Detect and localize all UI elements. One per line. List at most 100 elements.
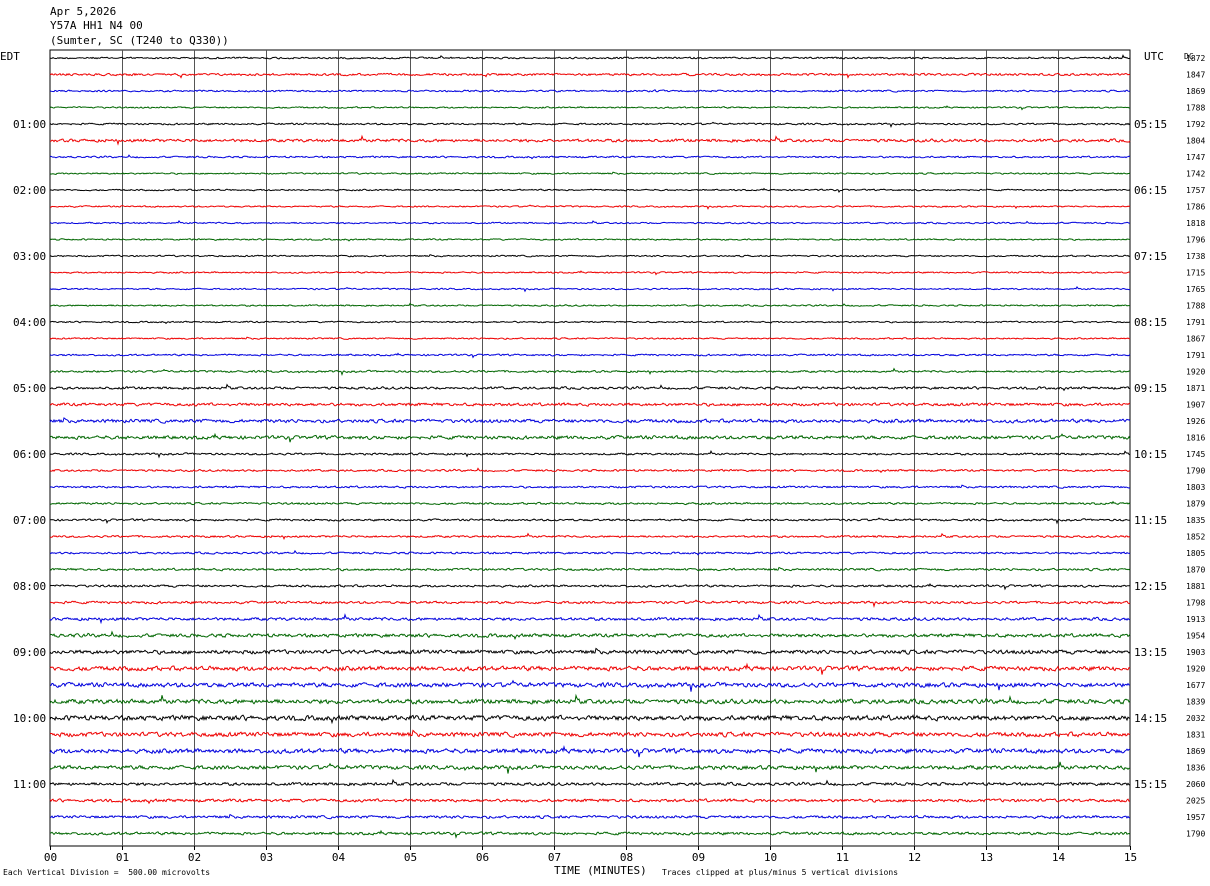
seismic-trace (49, 582, 1131, 591)
dc-offset-label: 1881 (1186, 582, 1205, 591)
dc-offset-label: 1788 (1186, 104, 1205, 113)
dc-offset-label: 2025 (1186, 797, 1205, 806)
x-tick-label: 02 (188, 851, 201, 864)
dc-offset-label: 1798 (1186, 599, 1205, 608)
seismic-trace (49, 467, 1131, 474)
dc-offset-label: 1869 (1186, 747, 1205, 756)
seismic-trace (49, 204, 1131, 210)
dc-offset-label: 1796 (1186, 236, 1205, 245)
seismic-trace (49, 517, 1131, 525)
dc-offset-label: 1757 (1186, 186, 1205, 195)
x-tick-label: 15 (1124, 851, 1137, 864)
x-tick-label: 03 (260, 851, 273, 864)
edt-hour-label: 09:00 (13, 646, 46, 659)
dc-offset-label: 1839 (1186, 698, 1205, 707)
dc-offset-label: 1765 (1186, 285, 1205, 294)
seismic-trace (49, 761, 1131, 774)
dc-offset-label: 1792 (1186, 120, 1205, 129)
x-tick-label: 04 (332, 851, 346, 864)
dc-offset-label: 1879 (1186, 500, 1205, 509)
seismic-trace (49, 532, 1131, 541)
seismic-trace (50, 813, 1131, 820)
seismic-trace (49, 729, 1131, 738)
seismic-trace (49, 549, 1131, 556)
edt-hour-label: 01:00 (13, 118, 46, 131)
dc-offset-label: 1816 (1186, 434, 1205, 443)
seismic-trace (49, 798, 1131, 805)
seismic-trace (49, 383, 1131, 392)
x-axis-title: TIME (MINUTES) (554, 864, 647, 877)
dc-offset-label: 1791 (1186, 318, 1205, 327)
dc-offset-label: 1818 (1186, 219, 1205, 228)
dc-offset-label: 1786 (1186, 203, 1205, 212)
dc-offset-label: 1871 (1186, 384, 1205, 393)
dc-offset-label: 1791 (1186, 351, 1205, 360)
edt-hour-label: 03:00 (13, 250, 46, 263)
seismic-trace (49, 187, 1131, 193)
seismic-trace (49, 89, 1131, 93)
utc-hour-label: 11:15 (1134, 514, 1167, 527)
dc-offset-label: 1677 (1186, 681, 1205, 690)
seismic-trace (49, 171, 1131, 175)
dc-offset-label: 1790 (1186, 467, 1205, 476)
x-tick-label: 09 (692, 851, 705, 864)
seismic-trace (50, 679, 1130, 692)
dc-offset-label: 1852 (1186, 533, 1205, 542)
seismic-trace (49, 599, 1131, 609)
dc-offset-label: 1926 (1186, 417, 1205, 426)
edt-hour-label: 05:00 (13, 382, 46, 395)
x-tick-label: 01 (116, 851, 129, 864)
seismic-trace (49, 778, 1131, 787)
x-tick-label: 14 (1052, 851, 1066, 864)
utc-axis-label: UTC (1144, 50, 1164, 63)
seismic-trace (49, 270, 1131, 276)
seismic-trace (49, 302, 1130, 307)
utc-hour-label: 05:15 (1134, 118, 1167, 131)
dc-offset-label: 1920 (1186, 368, 1205, 377)
seismic-trace (49, 352, 1131, 359)
dc-column-label: DC (1184, 52, 1194, 61)
dc-offset-label: 1869 (1186, 87, 1205, 96)
x-tick-label: 06 (476, 851, 489, 864)
dc-offset-label: 1847 (1186, 71, 1205, 80)
edt-hour-label: 11:00 (13, 778, 46, 791)
dc-offset-label: 1804 (1186, 137, 1205, 146)
dc-offset-label: 1867 (1186, 335, 1205, 344)
dc-offset-label: 1913 (1186, 615, 1205, 624)
dc-offset-label: 1745 (1186, 450, 1205, 459)
seismic-trace (49, 417, 1131, 424)
seismic-trace (49, 566, 1131, 572)
dc-offset-label: 2060 (1186, 780, 1205, 789)
seismic-trace (49, 630, 1131, 640)
seismic-trace (49, 744, 1131, 758)
header-location: (Sumter, SC (T240 to Q330)) (50, 34, 229, 47)
seismic-trace (49, 432, 1131, 443)
x-tick-label: 12 (908, 851, 921, 864)
x-tick-label: 05 (404, 851, 417, 864)
dc-offset-label: 1715 (1186, 269, 1205, 278)
clip-note: Traces clipped at plus/minus 5 vertical … (662, 868, 899, 877)
dc-offset-label: 1907 (1186, 401, 1205, 410)
dc-offset-label: 1738 (1186, 252, 1205, 261)
dc-offset-label: 1790 (1186, 830, 1205, 839)
edt-axis-label: EDT (0, 50, 20, 63)
utc-hour-label: 10:15 (1134, 448, 1167, 461)
edt-hour-label: 08:00 (13, 580, 46, 593)
seismic-trace (49, 285, 1130, 293)
utc-hour-label: 15:15 (1134, 778, 1167, 791)
seismic-trace (49, 134, 1131, 146)
dc-offset-label: 2032 (1186, 714, 1205, 723)
edt-hour-label: 02:00 (13, 184, 46, 197)
utc-hour-label: 08:15 (1134, 316, 1167, 329)
dc-offset-label: 1836 (1186, 764, 1205, 773)
seismic-trace (49, 154, 1131, 160)
seismic-trace (49, 72, 1131, 79)
edt-hour-label: 06:00 (13, 448, 46, 461)
seismic-trace (49, 238, 1131, 242)
header-station: Y57A HH1 N4 00 (50, 19, 143, 32)
plot-frame (49, 49, 1131, 847)
seismic-trace (49, 54, 1131, 60)
dc-offset-label: 1903 (1186, 648, 1205, 657)
x-tick-label: 00 (44, 851, 57, 864)
